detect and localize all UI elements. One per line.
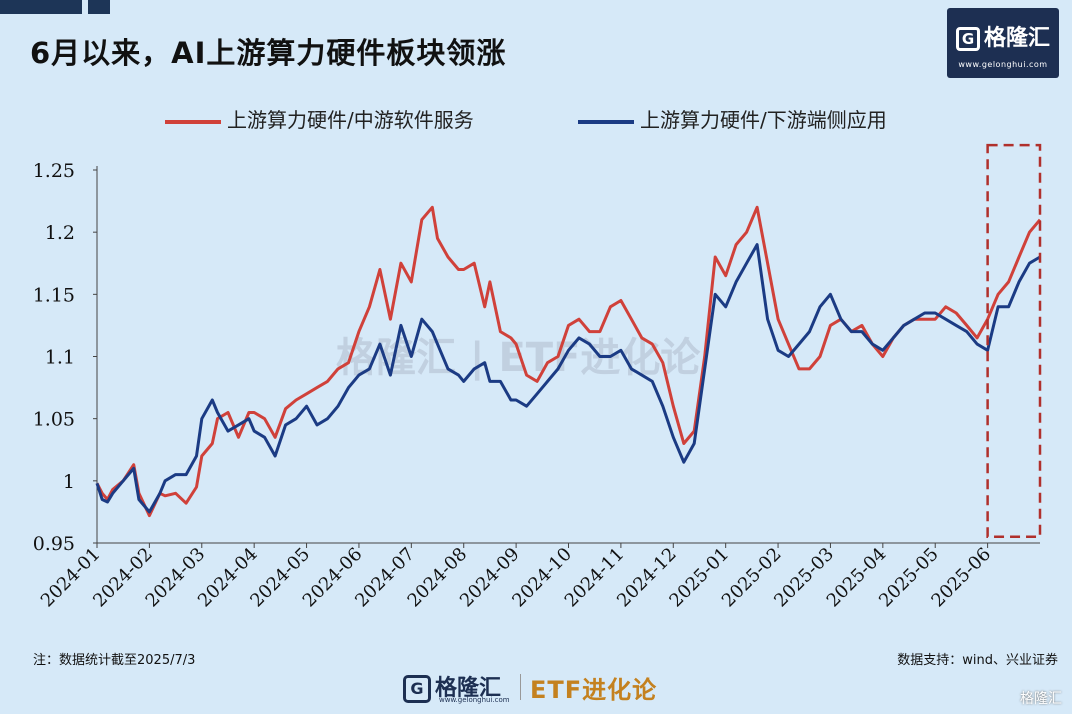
legend-swatch-series-2 — [578, 119, 634, 124]
bottom-brand-etf: ETF进化论 — [530, 676, 658, 704]
legend-item-series-2: 上游算力硬件/下游端侧应用 — [578, 104, 887, 133]
y-tick-label: 1.2 — [45, 222, 75, 244]
bottom-brand-separator — [520, 674, 521, 700]
bottom-brand-url: www.gelonghui.com — [439, 696, 510, 704]
corner-bar-left — [0, 0, 82, 14]
highlight-box — [986, 143, 1042, 539]
legend-label-series-1: 上游算力硬件/中游软件服务 — [227, 108, 474, 132]
footnote: 注：数据统计截至2025/7/3 — [33, 653, 196, 668]
series-line-2 — [95, 243, 1041, 514]
corner-bar-right — [88, 0, 110, 14]
y-tick-label: 1.15 — [33, 284, 75, 306]
brand-logo-text: 格隆汇 — [983, 26, 1050, 51]
page-title: 6月以来，AI上游算力硬件板块领涨 — [30, 36, 507, 70]
series-line-1 — [95, 205, 1042, 518]
y-tick-label: 1.05 — [33, 409, 75, 431]
y-tick-label: 1.25 — [33, 160, 75, 182]
bottom-brand-g-icon: G — [403, 675, 431, 703]
y-tick-label: 1.1 — [45, 347, 75, 369]
chart-legend: 上游算力硬件/中游软件服务 上游算力硬件/下游端侧应用 — [0, 100, 1072, 136]
y-tick-label: 0.95 — [33, 533, 75, 555]
bottom-brand-logo-text: 格隆汇 — [435, 676, 502, 701]
corner-decoration — [0, 0, 110, 14]
brand-logo-url: www.gelonghui.com — [958, 60, 1048, 69]
brand-g-icon: G — [955, 27, 980, 51]
legend-item-series-1: 上游算力硬件/中游软件服务 — [165, 104, 474, 133]
legend-swatch-series-1 — [165, 119, 221, 124]
corner-watermark: 格隆汇 — [1020, 691, 1062, 707]
brand-logo[interactable]: G 格隆汇 www.gelonghui.com — [947, 8, 1059, 78]
y-tick-label: 1 — [63, 471, 75, 493]
data-source: 数据支持：wind、兴业证券 — [897, 653, 1058, 668]
legend-label-series-2: 上游算力硬件/下游端侧应用 — [640, 108, 887, 132]
